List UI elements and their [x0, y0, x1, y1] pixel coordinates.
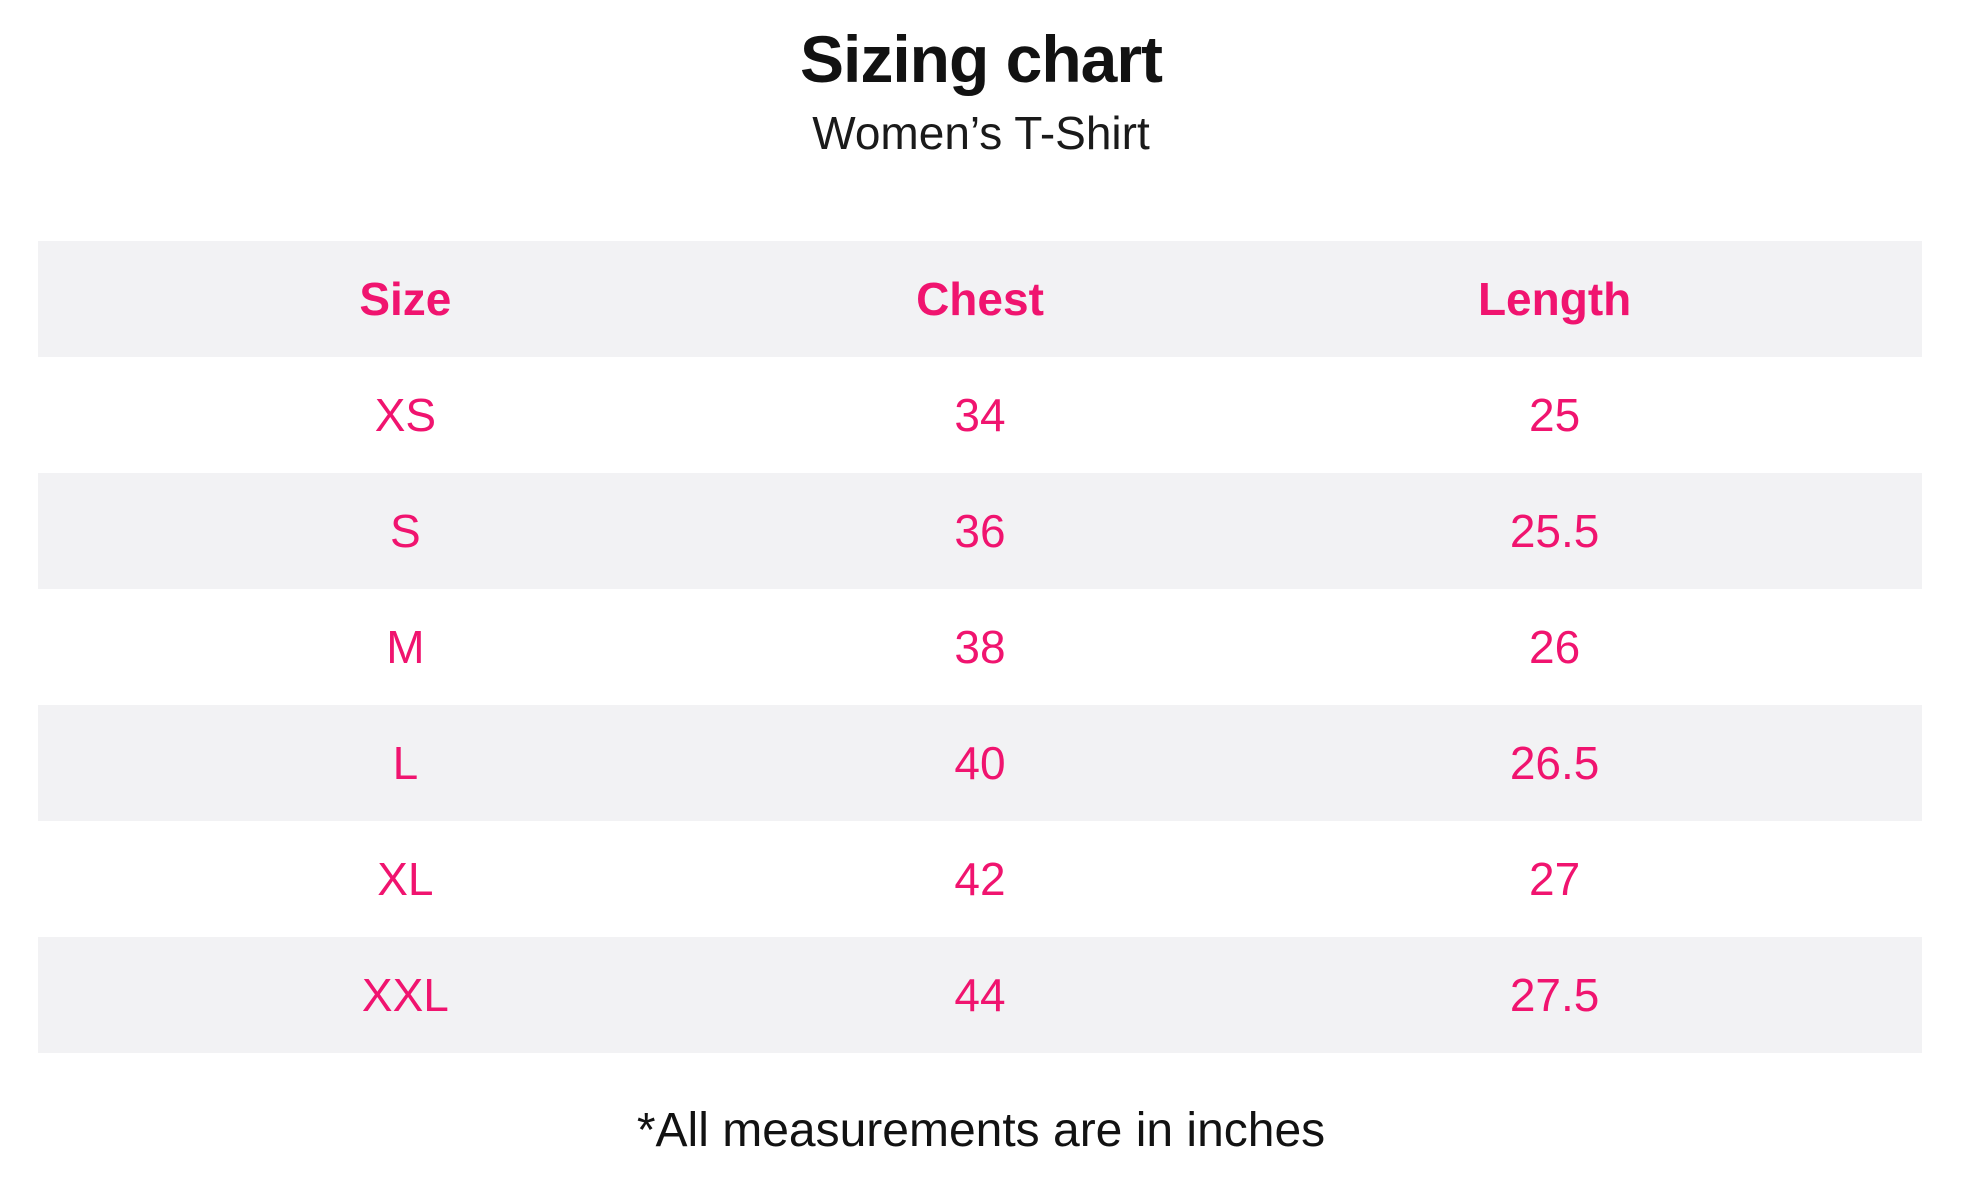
length-cell: 26 — [1529, 621, 1581, 674]
length-cell: 27 — [1529, 853, 1581, 906]
chest-cell: 42 — [954, 853, 1006, 906]
length-cell: 25 — [1529, 389, 1581, 442]
table-row-xl: XL 42 27 — [38, 821, 1922, 937]
chest-cell: 40 — [954, 737, 1006, 790]
length-cell: 27.5 — [1509, 969, 1600, 1022]
chest-cell: 34 — [954, 389, 1006, 442]
table-row-xs: XS 34 25 — [38, 357, 1922, 473]
column-header-chest: Chest — [916, 273, 1044, 326]
table-row-m: M 38 26 — [38, 589, 1922, 705]
table-row-xxl: XXL 44 27.5 — [38, 937, 1922, 1054]
size-cell: XL — [377, 853, 434, 906]
table-header-row: Size Chest Length — [38, 241, 1922, 358]
size-table: Size Chest Length XS 34 25 S 36 25.5 M 3… — [38, 241, 1922, 1054]
column-header-length: Length — [1477, 273, 1632, 326]
table-row-l: L 40 26.5 — [38, 705, 1922, 822]
size-cell: XS — [374, 389, 437, 442]
chest-cell: 36 — [954, 505, 1006, 558]
chest-cell: 38 — [954, 621, 1006, 674]
length-cell: 25.5 — [1509, 505, 1600, 558]
chest-cell: 44 — [954, 969, 1006, 1022]
page-title: Sizing chart — [799, 22, 1163, 96]
measurements-footnote: *All measurements are in inches — [636, 1104, 1326, 1158]
column-header-size: Size — [359, 273, 452, 326]
size-cell: M — [386, 621, 425, 674]
size-cell: L — [392, 737, 419, 790]
size-cell: S — [390, 505, 421, 558]
page-subtitle: Women’s T-Shirt — [812, 106, 1150, 159]
length-cell: 26.5 — [1509, 737, 1600, 790]
size-cell: XXL — [361, 969, 449, 1022]
table-row-s: S 36 25.5 — [38, 473, 1922, 590]
